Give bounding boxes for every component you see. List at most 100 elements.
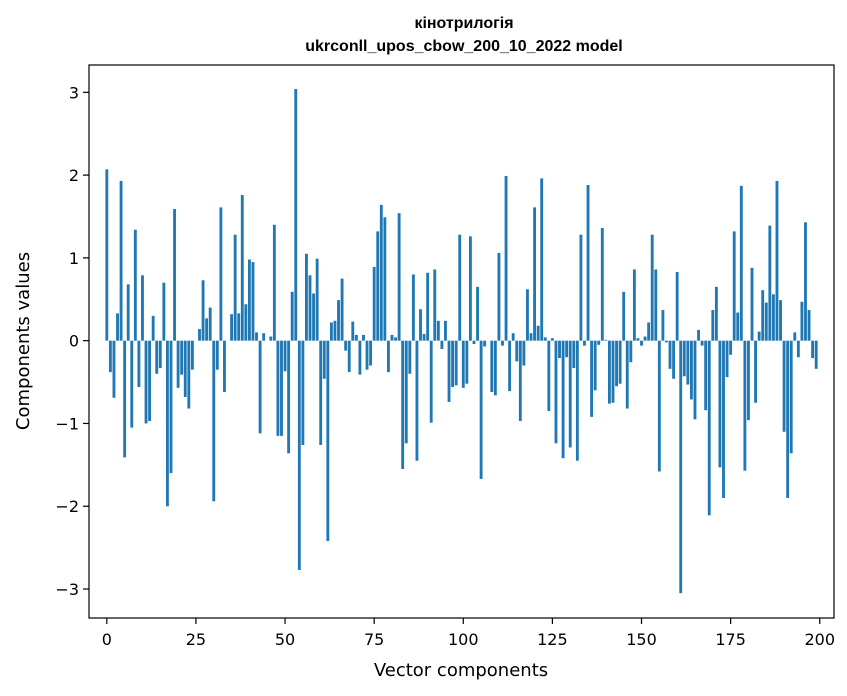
- x-axis-ticks: 0 25 50 75 100 125 150 175 200: [102, 618, 835, 649]
- bar-150: [640, 340, 643, 346]
- bar-13: [151, 315, 155, 341]
- y-tick-label: −2: [55, 497, 79, 516]
- y-axis-label: Components values: [13, 252, 34, 430]
- bar-79: [387, 340, 390, 373]
- bar-115: [515, 340, 519, 362]
- bar-48: [276, 340, 280, 436]
- bar-148: [632, 269, 636, 341]
- bar-194: [796, 340, 800, 358]
- bar-5: [123, 340, 127, 458]
- bar-9: [137, 340, 141, 388]
- bar-146: [625, 340, 629, 409]
- bar-116: [518, 340, 522, 421]
- bar-144: [618, 340, 622, 384]
- bar-51: [287, 340, 291, 454]
- x-tick-label: 150: [626, 630, 657, 649]
- x-tick-label: 25: [186, 630, 206, 649]
- bar-129: [565, 340, 569, 358]
- bar-114: [511, 333, 515, 341]
- bar-17: [165, 340, 169, 507]
- bar-117: [522, 340, 526, 366]
- bar-163: [686, 340, 690, 385]
- bar-47: [272, 224, 276, 341]
- bar-121: [536, 325, 540, 341]
- bar-15: [158, 340, 162, 368]
- bar-38: [240, 194, 244, 341]
- bar-30: [212, 340, 216, 502]
- bar-29: [208, 307, 212, 341]
- bar-140: [604, 339, 608, 341]
- bar-63: [329, 322, 333, 341]
- bar-193: [793, 332, 797, 341]
- bar-176: [732, 231, 736, 341]
- bar-16: [162, 282, 166, 341]
- bar-170: [711, 310, 715, 341]
- bar-128: [561, 340, 565, 459]
- bar-83: [401, 340, 405, 469]
- bar-7: [130, 340, 134, 428]
- bar-71: [358, 340, 362, 375]
- chart-subtitle: ukrconll_upos_cbow_200_10_2022 model: [305, 38, 622, 55]
- bar-157: [665, 340, 668, 343]
- bar-50: [283, 340, 287, 372]
- bar-96: [447, 340, 451, 402]
- bar-124: [547, 340, 551, 412]
- bar-73: [365, 340, 369, 370]
- bar-62: [326, 340, 330, 542]
- bar-46: [269, 336, 273, 341]
- bar-21: [180, 340, 184, 375]
- bar-4: [119, 180, 123, 341]
- bar-19: [173, 209, 176, 341]
- x-tick-label: 0: [102, 630, 112, 649]
- y-tick-label: 3: [69, 83, 79, 102]
- bar-52: [290, 291, 294, 341]
- bar-59: [315, 258, 319, 341]
- bar-85: [408, 340, 412, 374]
- bar-3: [116, 313, 119, 341]
- bar-11: [144, 340, 148, 424]
- bar-118: [526, 289, 529, 341]
- bar-133: [579, 234, 583, 341]
- bar-22: [183, 340, 187, 397]
- bar-165: [693, 340, 697, 420]
- bar-156: [661, 310, 665, 341]
- bar-171: [714, 286, 718, 341]
- bar-138: [597, 340, 601, 345]
- bar-87: [415, 340, 419, 461]
- bar-75: [372, 266, 376, 341]
- bar-35: [230, 314, 234, 341]
- bar-126: [554, 340, 558, 444]
- bar-122: [540, 178, 544, 341]
- bar-137: [593, 340, 597, 391]
- bar-177: [736, 312, 740, 341]
- bar-60: [319, 340, 323, 445]
- bar-134: [583, 340, 586, 346]
- bar-166: [697, 329, 700, 341]
- bar-100: [461, 340, 465, 388]
- bar-186: [768, 225, 772, 341]
- x-tick-label: 50: [275, 630, 295, 649]
- bar-168: [704, 340, 708, 411]
- bar-102: [468, 236, 472, 341]
- bar-185: [764, 302, 768, 341]
- bar-80: [390, 334, 394, 341]
- bar-89: [422, 334, 426, 341]
- bar-33: [223, 340, 226, 392]
- bar-94: [440, 340, 444, 349]
- bar-149: [636, 338, 640, 341]
- bar-24: [190, 340, 194, 370]
- bar-106: [483, 340, 487, 347]
- bar-58: [312, 293, 315, 341]
- y-axis-ticks: −3 −2 −1 0 1 2 3: [55, 83, 89, 599]
- bar-192: [789, 340, 793, 454]
- bar-28: [205, 318, 209, 341]
- bar-179: [743, 340, 747, 471]
- x-tick-label: 125: [537, 630, 568, 649]
- bar-81: [394, 337, 397, 341]
- x-axis-label: Vector components: [374, 660, 548, 681]
- bar-195: [800, 301, 804, 341]
- bar-86: [411, 274, 415, 341]
- bar-92: [433, 269, 437, 341]
- bar-67: [344, 340, 348, 351]
- bar-10: [141, 275, 144, 341]
